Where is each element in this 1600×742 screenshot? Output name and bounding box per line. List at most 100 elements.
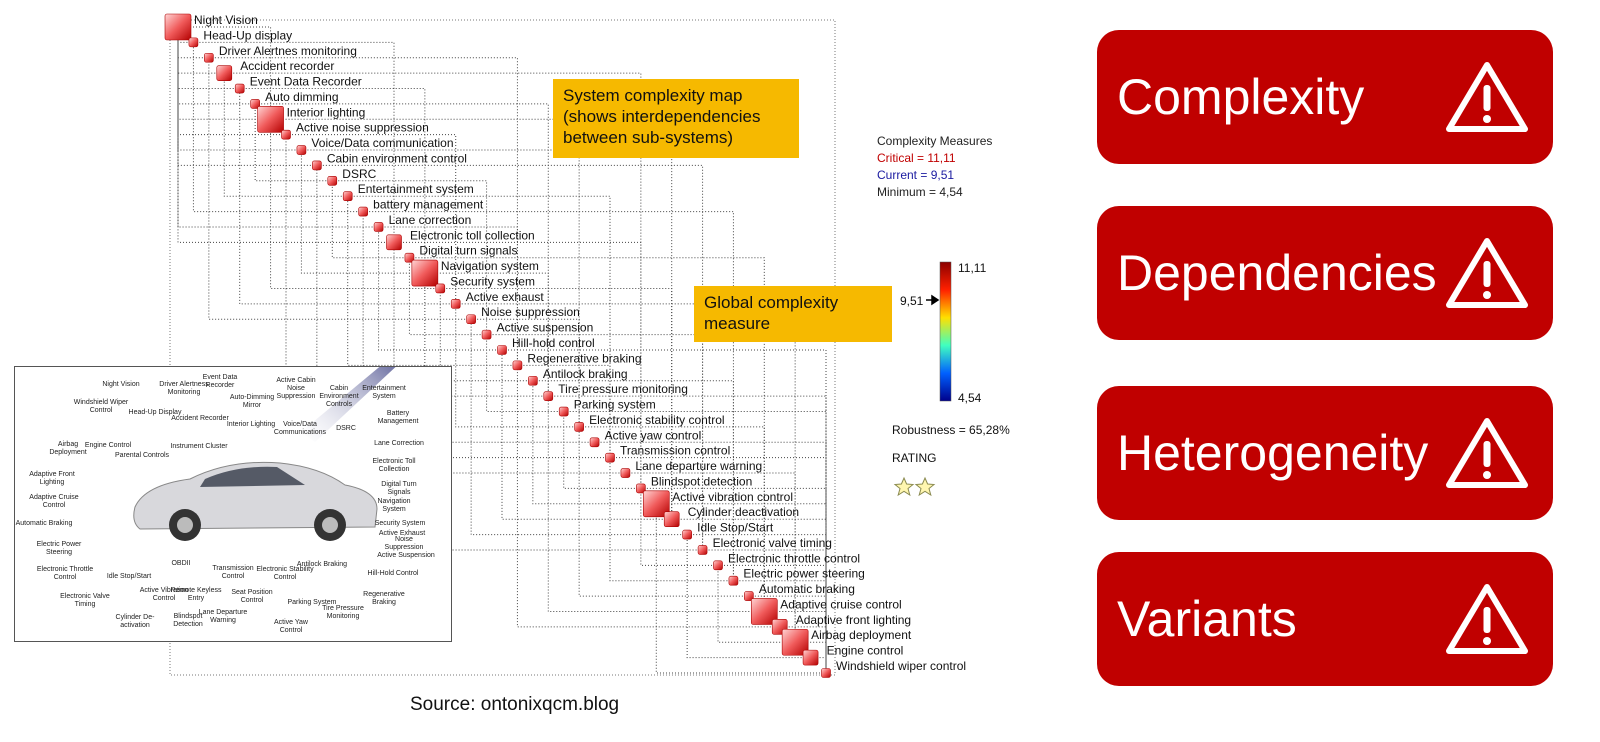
dependency-line <box>563 411 827 673</box>
measure-current: Current = 9,51 <box>877 168 955 182</box>
car-label: Driver Alertness Monitoring <box>159 381 209 396</box>
car-label: Noise Suppression <box>384 536 424 551</box>
node <box>312 160 322 171</box>
car-label: Tire Pressure Monitoring <box>322 605 364 620</box>
dependency-line <box>239 88 456 305</box>
dependency-line <box>177 27 271 120</box>
node-label: Hill-hold control <box>512 336 595 350</box>
panel-label: Variants <box>1117 591 1297 647</box>
car-label: Adaptive Cruise Control <box>29 494 79 509</box>
dependency-line <box>177 27 302 151</box>
node-label: Active suspension <box>497 321 594 335</box>
node-label: Adaptive cruise control <box>780 597 901 611</box>
car-label: Active Suspension <box>377 552 435 559</box>
node-label: Accident recorder <box>240 59 334 73</box>
warning-panel: Complexity <box>1097 30 1553 164</box>
node <box>411 259 439 287</box>
car-label: Remote Keyless Entry <box>170 587 222 602</box>
dependency-line <box>286 134 457 304</box>
zoom-arrow <box>301 367 396 442</box>
car-label: DSRC <box>336 425 356 432</box>
rating-stars <box>893 476 936 497</box>
node <box>589 437 600 448</box>
car-label: Active Cabin Noise Suppression <box>276 377 316 400</box>
car-label: Seat Position Control <box>231 589 273 604</box>
node-label: Interior lighting <box>287 105 366 119</box>
node-label: Lane departure warning <box>635 459 762 473</box>
dependency-line <box>316 165 533 382</box>
dependency-line <box>332 180 488 335</box>
node-label: Voice/Data communication <box>311 136 453 150</box>
car-label: Battery Management <box>377 410 419 425</box>
dependency-line <box>764 610 827 673</box>
car-label: Accident Recorder <box>171 415 229 422</box>
dependency-line <box>532 380 734 581</box>
node-label: Tire pressure monitoring <box>558 382 688 396</box>
dependency-line <box>285 134 549 397</box>
warning-panel: Dependencies <box>1097 206 1553 340</box>
dependency-line <box>439 288 703 551</box>
warning-icon <box>1446 238 1528 308</box>
dependency-line <box>223 73 348 197</box>
dependency-line <box>733 580 827 673</box>
node <box>620 468 631 478</box>
node <box>543 391 554 401</box>
node-label: Engine control <box>827 644 904 658</box>
panel-label: Complexity <box>1117 69 1365 125</box>
dependency-line <box>192 42 364 213</box>
dependency-line <box>671 518 827 673</box>
node-label: Active yaw control <box>605 428 702 442</box>
node <box>386 234 402 251</box>
node-label: Windshield wiper control <box>836 659 966 673</box>
dependency-line <box>424 273 595 443</box>
node <box>281 129 291 140</box>
car-label: Airbag Deployment <box>49 441 87 456</box>
dependency-line <box>177 27 379 228</box>
car-label: Voice/Data Communications <box>273 421 327 436</box>
car-label: Electronic Toll Collection <box>372 458 416 473</box>
car-label: Event Data Recorder <box>202 374 238 389</box>
scale-pointer <box>926 294 940 306</box>
car-label: Security System <box>374 520 426 527</box>
node-label: Electronic valve timing <box>713 536 832 550</box>
node <box>663 511 680 527</box>
dependency-line <box>378 226 502 351</box>
node-label: Night Vision <box>194 13 258 27</box>
car-label: Night Vision <box>102 381 140 388</box>
node <box>216 65 233 81</box>
node-label: Navigation system <box>441 259 539 273</box>
node <box>342 191 353 201</box>
dependency-line <box>208 57 472 320</box>
measures-title: Complexity Measures <box>877 134 993 148</box>
node-label: Antilock braking <box>543 367 628 381</box>
dependency-line <box>393 242 610 459</box>
node-label: Entertainment system <box>358 182 474 196</box>
node <box>512 360 523 371</box>
car-label: Parental Controls <box>114 452 170 459</box>
node <box>781 628 809 656</box>
car-label: Auto-Dimming Mirror <box>229 394 275 409</box>
callout-map: System complexity map (shows interdepend… <box>553 79 799 158</box>
warning-panel: Variants <box>1097 552 1553 686</box>
dependency-line <box>594 441 827 673</box>
node <box>250 99 260 109</box>
scale-current: 9,51 <box>900 294 924 308</box>
dependency-line <box>686 534 811 659</box>
node <box>358 206 368 217</box>
car-label: Parking System <box>287 599 337 606</box>
node <box>481 329 492 340</box>
dependency-line <box>547 396 765 612</box>
node-label: Automatic braking <box>759 582 855 596</box>
node-label: Active vibration control <box>672 490 793 504</box>
dependency-line <box>347 196 518 366</box>
scale-max: 11,11 <box>958 261 987 275</box>
node <box>558 406 569 417</box>
car-label: Entertainment System <box>362 385 406 400</box>
node-label: Electric power steering <box>743 567 864 581</box>
dependency-line <box>502 349 827 673</box>
node <box>821 668 831 678</box>
node-label: battery management <box>373 198 484 212</box>
dependency-line <box>178 26 272 120</box>
dependency-line <box>440 287 673 520</box>
